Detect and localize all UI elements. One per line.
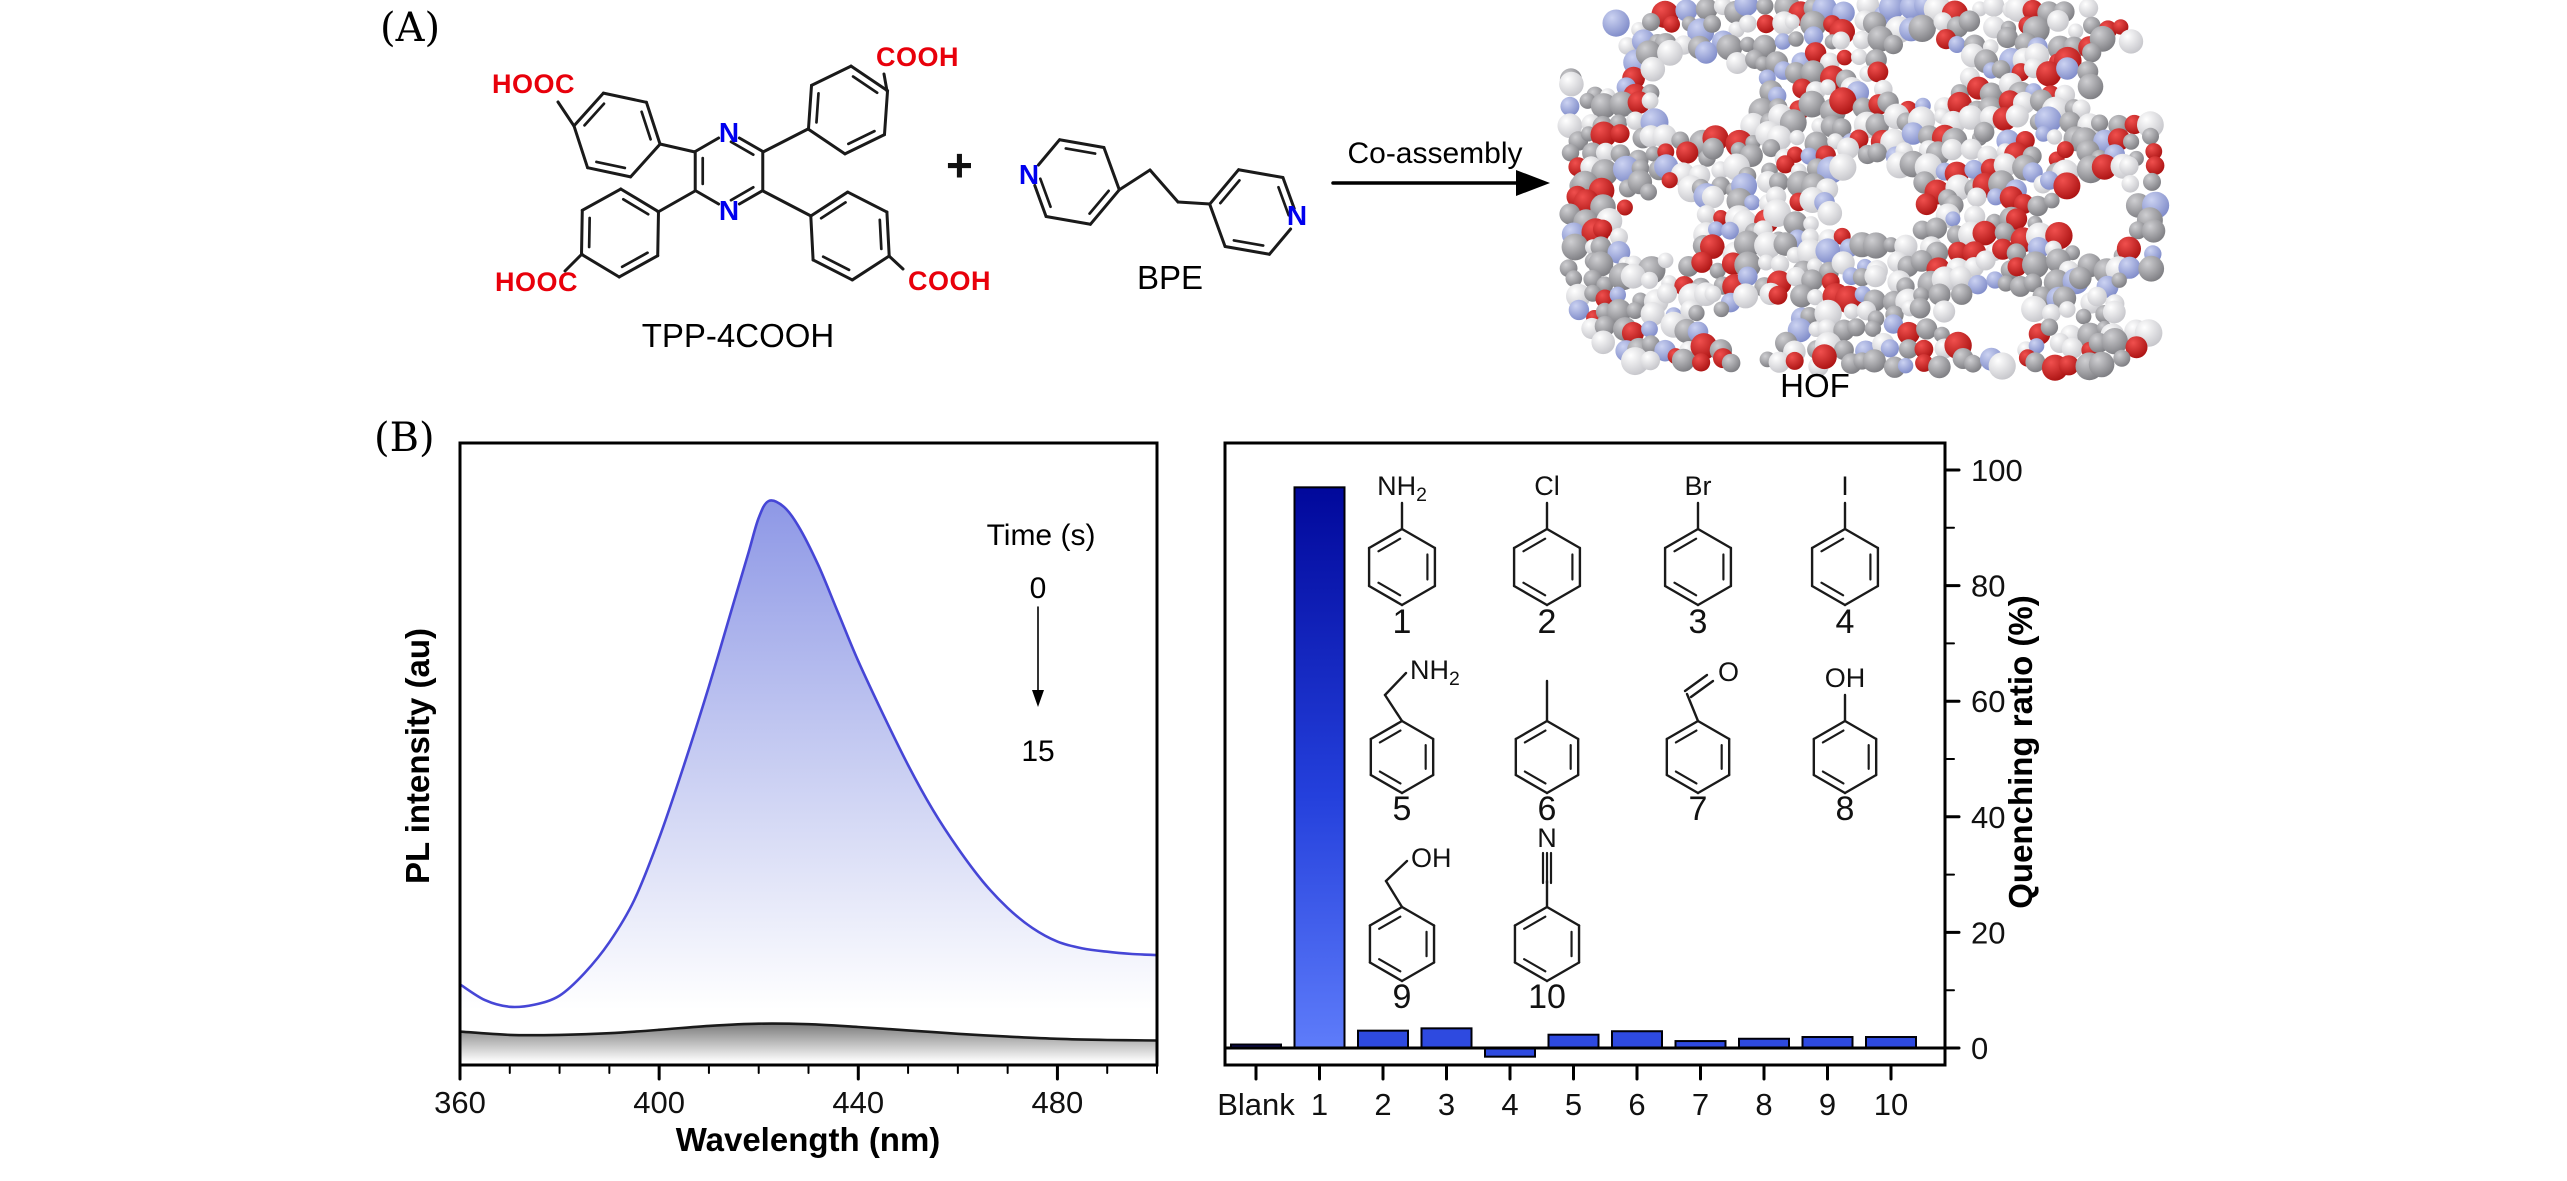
svg-text:2: 2	[1538, 603, 1557, 641]
svg-text:100: 100	[1971, 453, 2023, 488]
svg-text:OH: OH	[1825, 663, 1866, 693]
bar-2	[1357, 1029, 1409, 1050]
bar-5	[1547, 1033, 1600, 1050]
bars-frame	[1223, 441, 1947, 1067]
panel-a-label: (A)	[380, 5, 441, 51]
reaction-arrow-icon	[1331, 170, 1550, 196]
svg-text:60: 60	[1971, 684, 2005, 719]
hof-model	[1557, 0, 2170, 381]
time-annotation-end: 15	[1021, 735, 1055, 768]
svg-text:480: 480	[1032, 1085, 1084, 1120]
structure-5: NH2 5	[1369, 655, 1460, 828]
svg-text:9: 9	[1393, 978, 1412, 1016]
plus-sign: +	[946, 139, 973, 191]
svg-text:400: 400	[633, 1085, 685, 1120]
structure-10: N 10	[1513, 823, 1581, 1016]
bpe-name: BPE	[1136, 259, 1204, 296]
spectrum-plot: 360 400 440 480	[434, 441, 1159, 1120]
svg-text:Blank: Blank	[1217, 1087, 1295, 1122]
time-annotation-title: Time (s)	[986, 519, 1096, 552]
bar-3	[1420, 1027, 1473, 1050]
hof-name: HOF	[1780, 367, 1850, 404]
bar-9	[1801, 1036, 1854, 1049]
svg-text:4: 4	[1836, 603, 1855, 641]
structure-7: O7	[1665, 657, 1739, 828]
svg-text:6: 6	[1538, 790, 1557, 828]
svg-text:Cl: Cl	[1534, 471, 1560, 501]
panel-a-scheme	[556, 0, 2170, 381]
pyrazine-n-top: N	[718, 117, 740, 148]
svg-text:10: 10	[1528, 978, 1566, 1016]
svg-text:9: 9	[1819, 1087, 1836, 1122]
bar-1	[1293, 486, 1346, 1049]
svg-text:5: 5	[1393, 790, 1412, 828]
pl-curve-0s-fill	[460, 500, 1157, 1065]
bars-y-axis-title: Quenching ratio (%)	[2002, 595, 2039, 909]
bpe-n-right: N	[1286, 200, 1308, 231]
svg-text:7: 7	[1689, 790, 1708, 828]
svg-text:OH: OH	[1411, 843, 1452, 873]
svg-text:10: 10	[1874, 1087, 1908, 1122]
svg-text:4: 4	[1501, 1087, 1518, 1122]
svg-text:NH2: NH2	[1410, 655, 1460, 690]
structure-4: I4	[1810, 471, 1880, 641]
svg-text:1: 1	[1393, 603, 1412, 641]
svg-text:Br: Br	[1685, 471, 1712, 501]
time-arrow-icon	[1032, 690, 1044, 707]
panel-b-label: (B)	[374, 415, 435, 461]
svg-text:20: 20	[1971, 915, 2005, 950]
time-annotation-start: 0	[1029, 572, 1047, 605]
svg-text:I: I	[1841, 471, 1849, 501]
svg-text:NH2: NH2	[1377, 471, 1427, 506]
tpp-4cooh-structure	[556, 64, 905, 282]
coassembly-label: Co-assembly	[1347, 137, 1523, 170]
acid-label-bottom-right: COOH	[908, 266, 991, 296]
pl-curve-0s	[459, 499, 1158, 1009]
spectrum-y-axis-title: PL intensity (au)	[399, 627, 436, 885]
svg-text:5: 5	[1565, 1087, 1582, 1122]
pyrazine-n-bottom: N	[718, 195, 740, 226]
acid-label-bottom-left: HOOC	[495, 267, 578, 297]
bar-10	[1865, 1036, 1917, 1049]
svg-text:8: 8	[1836, 790, 1855, 828]
svg-text:6: 6	[1628, 1087, 1645, 1122]
bar-6	[1611, 1030, 1663, 1050]
pl-curve-15s-fill	[460, 1023, 1157, 1065]
tpp-name: TPP-4COOH	[641, 317, 835, 354]
pl-curve-15s	[459, 1022, 1158, 1042]
svg-text:0: 0	[1971, 1031, 1988, 1066]
bpe-n-left: N	[1018, 159, 1040, 190]
svg-text:3: 3	[1438, 1087, 1455, 1122]
svg-text:O: O	[1718, 657, 1739, 687]
svg-text:40: 40	[1971, 800, 2005, 835]
svg-text:1: 1	[1311, 1087, 1328, 1122]
structure-3: Br 3	[1663, 471, 1733, 641]
svg-text:7: 7	[1692, 1087, 1709, 1122]
structure-8: OH 8	[1812, 663, 1878, 828]
svg-text:8: 8	[1755, 1087, 1772, 1122]
svg-text:2: 2	[1374, 1087, 1391, 1122]
structure-2: Cl 2	[1512, 471, 1582, 641]
svg-text:80: 80	[1971, 569, 2005, 604]
acid-label-top-right: COOH	[876, 42, 959, 72]
structure-9: OH 9	[1368, 843, 1452, 1016]
svg-text:N: N	[1537, 823, 1557, 853]
spectrum-x-axis-title: Wavelength (nm)	[675, 1121, 941, 1158]
svg-text:3: 3	[1689, 603, 1708, 641]
bpe-structure	[1033, 138, 1296, 256]
svg-text:360: 360	[434, 1085, 486, 1120]
structure-6: 6	[1514, 679, 1580, 828]
structure-1: NH2 1	[1367, 471, 1437, 641]
acid-label-top-left: HOOC	[492, 69, 575, 99]
svg-text:440: 440	[832, 1085, 884, 1120]
